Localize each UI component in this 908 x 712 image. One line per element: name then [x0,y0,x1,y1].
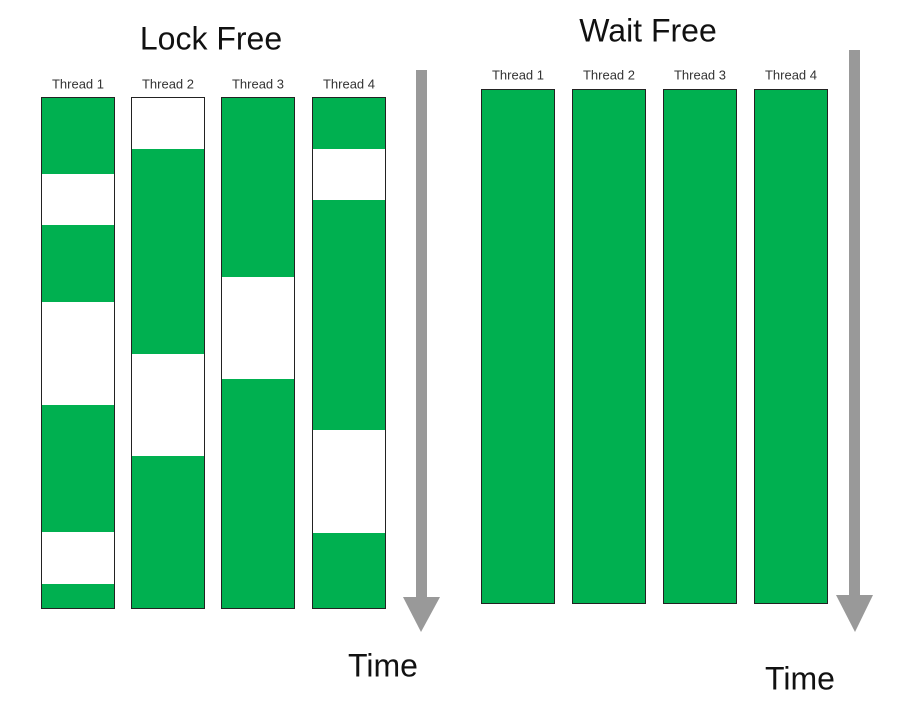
busy-segment [481,89,555,604]
idle-segment [41,532,115,584]
lock-free-title: Lock Free [140,20,282,56]
busy-segment [663,89,737,604]
thread-column [572,89,646,604]
idle-segment [131,354,205,456]
thread-column [41,97,115,609]
thread-column [221,97,295,609]
busy-segment [221,97,295,277]
busy-segment [41,584,115,609]
busy-segment [131,149,205,354]
busy-segment [131,456,205,609]
thread-label: Thread 3 [674,67,726,82]
wait-free-arrow [836,50,873,632]
idle-segment [41,302,115,405]
busy-segment [41,97,115,174]
busy-segment [221,379,295,609]
busy-segment [312,97,386,149]
idle-segment [41,174,115,225]
thread-column [663,89,737,604]
busy-segment [41,225,115,302]
idle-segment [131,97,205,149]
idle-segment [312,149,386,200]
lock-free-arrow [403,70,440,632]
busy-segment [312,200,386,430]
idle-segment [312,430,386,533]
busy-segment [572,89,646,604]
thread-label: Thread 3 [232,76,284,91]
time-label: Time [765,660,835,696]
busy-segment [312,533,386,609]
thread-label: Thread 4 [765,67,817,82]
thread-column [131,97,205,609]
time-label: Time [348,647,418,683]
thread-column [481,89,555,604]
busy-segment [754,89,828,604]
thread-column [312,97,386,609]
thread-label: Thread 2 [583,67,635,82]
thread-label: Thread 1 [52,76,104,91]
thread-label: Thread 1 [492,67,544,82]
thread-label: Thread 2 [142,76,194,91]
idle-segment [221,277,295,379]
wait-free-title: Wait Free [579,12,717,48]
thread-column [754,89,828,604]
busy-segment [41,405,115,532]
thread-label: Thread 4 [323,76,375,91]
